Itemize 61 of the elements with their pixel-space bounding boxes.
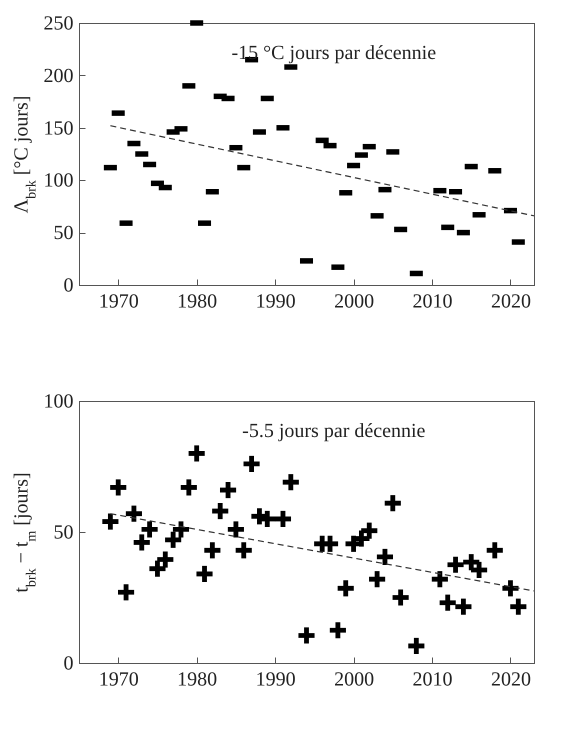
x-tick-label: 1970 (98, 668, 139, 690)
point (134, 534, 150, 551)
point (220, 482, 236, 498)
point (330, 622, 346, 638)
point (142, 521, 158, 538)
point (338, 580, 354, 596)
x-tick-label: 1970 (98, 290, 139, 312)
x-tick-label: 2000 (334, 290, 374, 312)
point (204, 542, 220, 558)
point (298, 627, 315, 644)
point (384, 495, 401, 512)
x-tick-label: 2010 (412, 290, 453, 312)
point (440, 594, 456, 611)
x-tick-label: 1980 (177, 290, 218, 312)
annotation: -15 °C jours par décennie (231, 42, 436, 64)
point (282, 474, 299, 490)
point (376, 548, 394, 565)
point (157, 551, 174, 568)
point (471, 562, 488, 578)
x-tick-label: 1990 (256, 668, 296, 690)
point (486, 542, 503, 558)
point (228, 521, 244, 538)
point (149, 560, 166, 577)
point (110, 479, 126, 496)
point (369, 571, 386, 588)
point (188, 445, 205, 462)
x-tick-label: 2010 (412, 668, 453, 690)
y-tick-label: 0 (64, 652, 74, 674)
point (392, 589, 409, 606)
point (455, 598, 472, 615)
x-tick-label: 1980 (177, 668, 218, 690)
x-tick-label: 1990 (256, 290, 296, 312)
x-tick-label: 2000 (334, 668, 374, 690)
point (180, 479, 197, 496)
point (361, 522, 378, 539)
y-tick-label: 100 (44, 170, 74, 192)
y-tick-label: 150 (44, 117, 74, 140)
point (274, 510, 292, 527)
point (196, 566, 213, 582)
y-tick-label: 50 (54, 222, 74, 244)
y-tick-label: 100 (44, 390, 74, 412)
y-tick-label: 50 (54, 522, 74, 544)
point (118, 584, 134, 600)
point (432, 571, 448, 588)
point (502, 580, 519, 596)
point (126, 506, 142, 522)
point (212, 502, 228, 520)
x-tick-label: 2020 (490, 668, 531, 690)
y-tick-label: 250 (44, 12, 74, 34)
point (408, 638, 424, 654)
point (447, 556, 464, 573)
annotation: -5.5 jours par décennie (242, 420, 426, 442)
x-tick-label: 2020 (490, 290, 531, 312)
point (236, 542, 252, 558)
point (102, 513, 118, 530)
point (510, 598, 526, 615)
y-tick-label: 0 (64, 274, 74, 296)
point (172, 521, 190, 538)
point (244, 456, 260, 472)
y-tick-label: 200 (44, 64, 74, 87)
point (165, 532, 182, 548)
